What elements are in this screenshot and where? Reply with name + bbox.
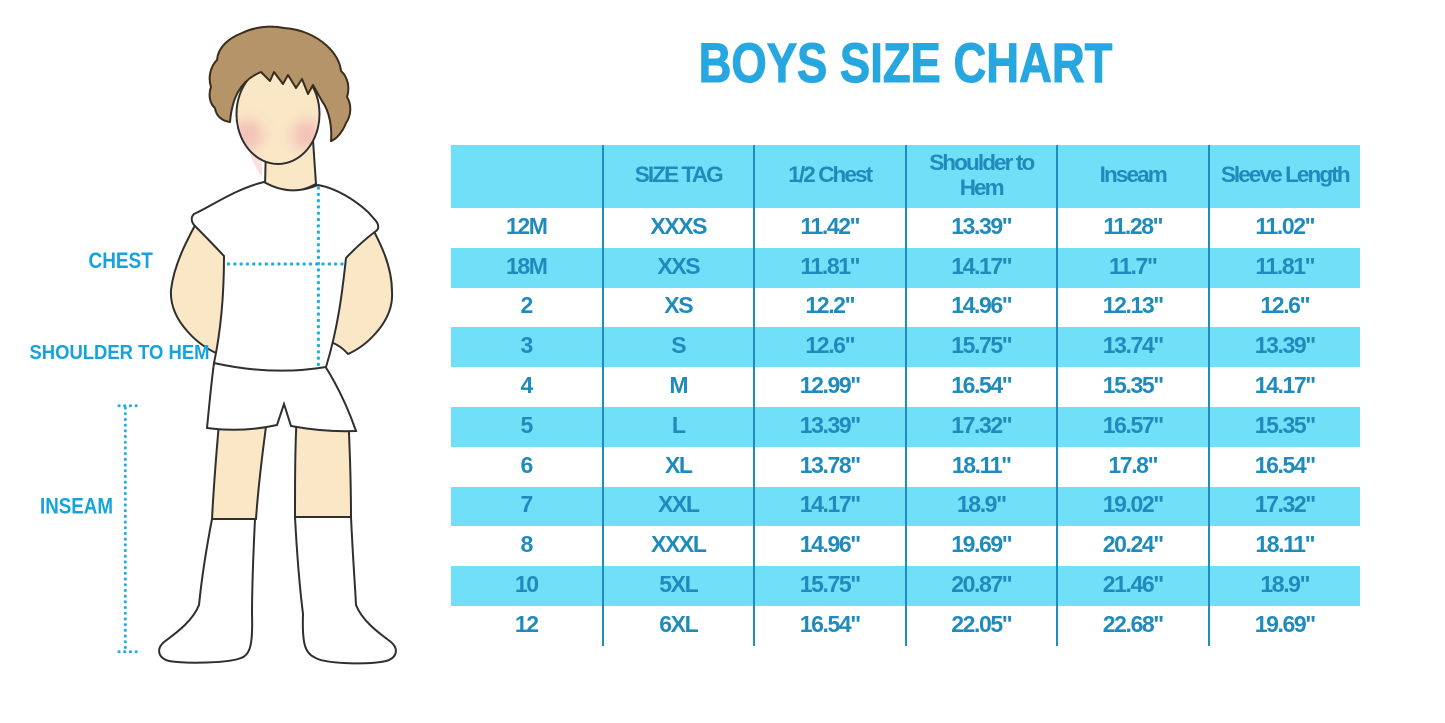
svg-text:INSEAM: INSEAM [40, 494, 113, 519]
svg-text:CHEST: CHEST [89, 248, 154, 273]
svg-text:SHOULDER TO HEM: SHOULDER TO HEM [30, 341, 210, 364]
